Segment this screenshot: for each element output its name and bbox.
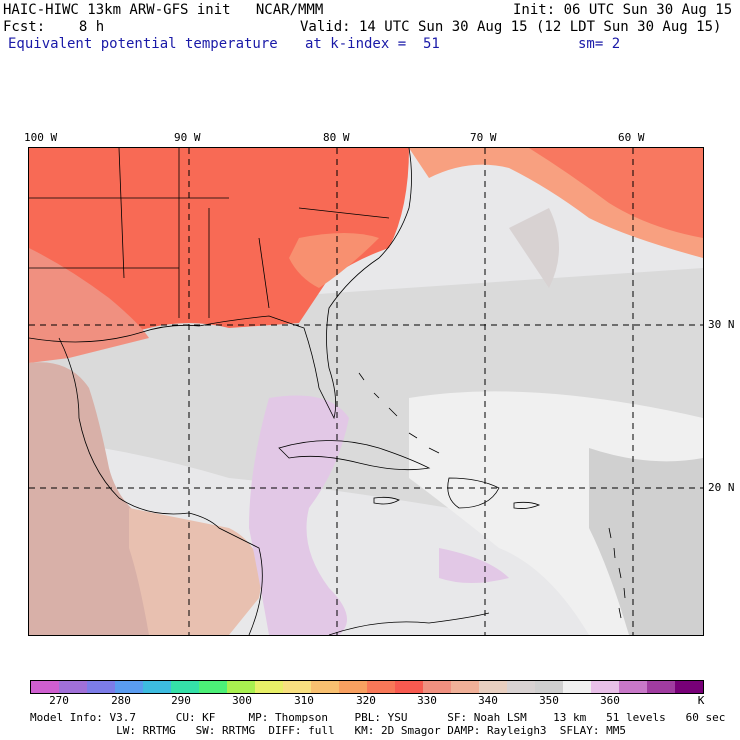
lat-lon-grid	[29, 148, 703, 635]
colorbar-swatch	[339, 681, 367, 693]
colorbar-swatch	[647, 681, 675, 693]
colorbar-swatch	[507, 681, 535, 693]
colorbar-tick-330: 330	[417, 694, 437, 707]
colorbar-swatch	[199, 681, 227, 693]
header-valid: Valid: 14 UTC Sun 30 Aug 15 (12 LDT Sun …	[300, 19, 722, 35]
colorbar-tick-350: 350	[539, 694, 559, 707]
smoothing-label: sm= 2	[578, 36, 621, 52]
model-info-line1: Model Info: V3.7 CU: KF MP: Thompson PBL…	[30, 711, 726, 724]
colorbar-swatch	[563, 681, 591, 693]
colorbar-tick-300: 300	[232, 694, 252, 707]
field-name: Equivalent potential temperature	[8, 36, 278, 52]
warm-plume-core	[529, 148, 703, 238]
purple-patch-caribbean	[249, 395, 349, 635]
colorbar-tick-320: 320	[356, 694, 376, 707]
colorbar-swatch	[675, 681, 703, 693]
colorbar-swatch	[255, 681, 283, 693]
colorbar-swatch	[283, 681, 311, 693]
colorbar-swatch	[451, 681, 479, 693]
colorbar-swatch	[479, 681, 507, 693]
carolinas-region	[289, 233, 379, 288]
central-america-region	[129, 508, 261, 635]
header-forecast: Fcst: 8 h	[3, 19, 105, 35]
purple-patch-east	[439, 548, 509, 583]
colorbar-swatch	[171, 681, 199, 693]
colorbar-tick-270: 270	[49, 694, 69, 707]
colorbar-swatch	[535, 681, 563, 693]
colorbar-tick-360: 360	[600, 694, 620, 707]
colorbar-tick-280: 280	[111, 694, 131, 707]
colorbar-swatch	[423, 681, 451, 693]
colorbar-swatch	[591, 681, 619, 693]
model-info-line2: LW: RRTMG SW: RRTMG DIFF: full KM: 2D Sm…	[30, 724, 627, 737]
grey-swirl	[509, 208, 559, 288]
colorbar	[30, 680, 704, 694]
us-warm-region	[29, 148, 409, 358]
political-boundaries	[29, 148, 626, 635]
map-canvas	[29, 148, 703, 635]
colorbar-unit: K	[697, 694, 705, 707]
lon-label-60w: 60 W	[618, 131, 645, 144]
colorbar-swatch	[395, 681, 423, 693]
lon-label-100w: 100 W	[24, 131, 58, 144]
colorbar-swatch	[59, 681, 87, 693]
colorbar-swatch	[367, 681, 395, 693]
lat-label-20n: 20 N	[708, 481, 735, 494]
colorbar-swatch	[619, 681, 647, 693]
lat-label-30n: 30 N	[708, 318, 735, 331]
colorbar-swatch	[311, 681, 339, 693]
grey-region-east	[589, 448, 703, 635]
header-init: Init: 06 UTC Sun 30 Aug 15	[513, 2, 733, 18]
colorbar-tick-290: 290	[171, 694, 191, 707]
lon-label-90w: 90 W	[174, 131, 201, 144]
texas-warm-region	[29, 248, 149, 363]
lon-label-70w: 70 W	[470, 131, 497, 144]
colorbar-tick-340: 340	[478, 694, 498, 707]
map-panel	[28, 147, 704, 636]
colorbar-swatch	[227, 681, 255, 693]
lon-label-80w: 80 W	[323, 131, 350, 144]
colorbar-swatch	[115, 681, 143, 693]
header-title: HAIC-HIWC 13km ARW-GFS init NCAR/MMM	[3, 2, 324, 18]
colorbar-swatch	[87, 681, 115, 693]
colorbar-tick-310: 310	[294, 694, 314, 707]
level-label: at k-index = 51	[305, 36, 440, 52]
colorbar-swatch	[143, 681, 171, 693]
colorbar-swatch	[31, 681, 59, 693]
